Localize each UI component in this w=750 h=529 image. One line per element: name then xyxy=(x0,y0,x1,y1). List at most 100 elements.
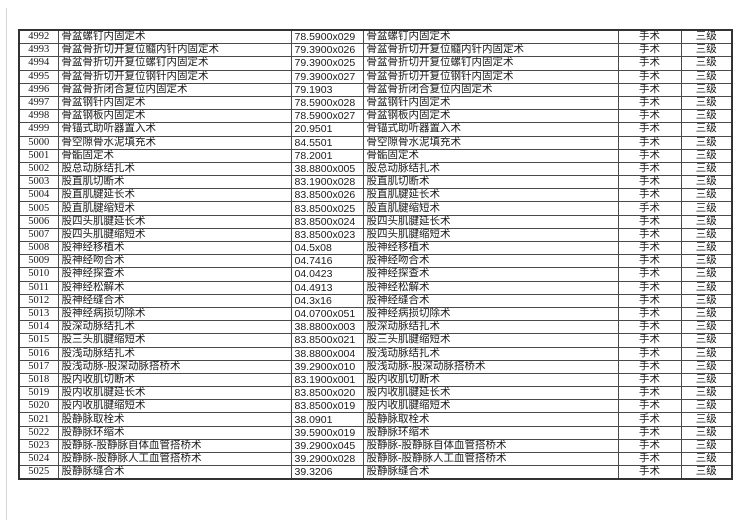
table-row: 5014 股深动脉结扎术 38.8800x003 股深动脉结扎术 手术 三级 xyxy=(18,320,733,335)
procedure-code: 79.3900x025 xyxy=(290,56,364,71)
row-sequence-number: 4995 xyxy=(18,69,59,84)
procedure-code: 83.8500x024 xyxy=(290,214,364,229)
procedure-code: 39.5900x019 xyxy=(290,425,364,440)
procedure-name-repeat: 股四头肌腱缩短术 xyxy=(362,227,619,243)
category-cell: 手术 xyxy=(617,109,682,124)
row-sequence-number: 5004 xyxy=(18,188,59,203)
procedure-code: 39.2900x028 xyxy=(290,451,364,467)
table-row: 5015 股三头肌腱缩短术 83.8500x021 股三头肌腱缩短术 手术 三级 xyxy=(18,333,733,348)
level-cell: 三级 xyxy=(680,109,733,124)
category-cell: 手术 xyxy=(617,122,682,137)
procedure-name: 股神经吻合术 xyxy=(57,254,292,269)
table-row: 4994 骨盆骨折切开复位螺钉内固定术 79.3900x025 骨盆骨折切开复位螺钉内… xyxy=(18,56,733,71)
row-sequence-number: 5023 xyxy=(18,438,59,454)
row-sequence-number: 5013 xyxy=(18,306,59,322)
category-cell: 手术 xyxy=(617,175,682,190)
procedure-name-repeat: 股神经缝合术 xyxy=(362,293,619,308)
procedure-code: 38.8800x003 xyxy=(290,320,364,335)
table-row: 5001 骨骺固定术 78.2001 骨骺固定术 手术 三级 xyxy=(18,148,733,163)
procedure-name-repeat: 骨盆螺钉内固定术 xyxy=(362,29,619,45)
procedure-code: 78.5900x029 xyxy=(290,29,364,45)
row-sequence-number: 5012 xyxy=(18,293,59,308)
procedure-name: 股神经病损切除术 xyxy=(57,306,292,322)
procedure-code: 78.5900x027 xyxy=(290,109,364,124)
row-sequence-number: 4998 xyxy=(18,109,59,124)
procedure-name: 股深动脉结扎术 xyxy=(57,320,292,335)
procedure-name: 股四头肌腱缩短术 xyxy=(57,227,292,243)
procedure-name-repeat: 股神经病损切除术 xyxy=(362,306,619,322)
row-sequence-number: 4992 xyxy=(18,29,59,45)
table-row: 5019 股内收肌腱延长术 83.8500x020 股内收肌腱延长术 手术 三级 xyxy=(18,386,733,401)
level-cell: 三级 xyxy=(680,359,733,374)
procedure-name: 骨锚式助听器置入术 xyxy=(57,122,292,137)
procedure-name: 骨盆螺钉内固定术 xyxy=(57,29,292,45)
category-cell: 手术 xyxy=(617,135,682,150)
category-cell: 手术 xyxy=(617,333,682,348)
category-cell: 手术 xyxy=(617,412,682,427)
procedure-name-repeat: 骨盆钢板内固定术 xyxy=(362,109,619,124)
table-row: 5007 股四头肌腱缩短术 83.8500x023 股四头肌腱缩短术 手术 三级 xyxy=(18,227,733,243)
row-sequence-number: 5020 xyxy=(18,399,59,414)
level-cell: 三级 xyxy=(680,227,733,243)
procedure-name: 股静脉取栓术 xyxy=(57,412,292,427)
category-cell: 手术 xyxy=(617,161,682,177)
row-sequence-number: 5016 xyxy=(18,346,59,361)
procedure-name: 股内收肌切断术 xyxy=(57,372,292,388)
procedure-code: 04.3x16 xyxy=(290,293,364,308)
category-cell: 手术 xyxy=(617,425,682,440)
procedure-code: 83.8500x026 xyxy=(290,188,364,203)
category-cell: 手术 xyxy=(617,465,682,480)
table-row: 5005 股直肌腱缩短术 83.8500x025 股直肌腱缩短术 手术 三级 xyxy=(18,201,733,216)
category-cell: 手术 xyxy=(617,306,682,322)
table-row: 5013 股神经病损切除术 04.0700x051 股神经病损切除术 手术 三级 xyxy=(18,306,733,322)
procedure-name: 股神经移植术 xyxy=(57,240,292,256)
level-cell: 三级 xyxy=(680,386,733,401)
row-sequence-number: 4993 xyxy=(18,43,59,58)
procedure-name: 股神经缝合术 xyxy=(57,293,292,308)
procedure-code: 79.3900x027 xyxy=(290,69,364,84)
table-row: 5004 股直肌腱延长术 83.8500x026 股直肌腱延长术 手术 三级 xyxy=(18,188,733,203)
category-cell: 手术 xyxy=(617,69,682,84)
procedure-name: 股静脉-股静脉人工血管搭桥术 xyxy=(57,451,292,467)
category-cell: 手术 xyxy=(617,438,682,454)
procedure-name: 股静脉缝合术 xyxy=(57,465,292,480)
category-cell: 手术 xyxy=(617,267,682,282)
category-cell: 手术 xyxy=(617,82,682,97)
procedure-code: 04.7416 xyxy=(290,254,364,269)
procedure-code: 79.1903 xyxy=(290,82,364,97)
row-sequence-number: 5024 xyxy=(18,451,59,467)
category-cell: 手术 xyxy=(617,372,682,388)
procedure-code: 83.8500x023 xyxy=(290,227,364,243)
table-row: 5010 股神经探查术 04.0423 股神经探查术 手术 三级 xyxy=(18,267,733,282)
procedure-name: 骨骺固定术 xyxy=(57,148,292,163)
row-sequence-number: 5025 xyxy=(18,465,59,480)
row-sequence-number: 5021 xyxy=(18,412,59,427)
table-row: 5002 股总动脉结扎术 38.8800x005 股总动脉结扎术 手术 三级 xyxy=(18,161,733,177)
procedure-name-repeat: 股深动脉结扎术 xyxy=(362,320,619,335)
procedure-name-repeat: 骨盆骨折切开复位钢针内固定术 xyxy=(362,69,619,84)
row-sequence-number: 4999 xyxy=(18,122,59,137)
level-cell: 三级 xyxy=(680,161,733,177)
row-sequence-number: 5018 xyxy=(18,372,59,388)
category-cell: 手术 xyxy=(617,399,682,414)
row-sequence-number: 5006 xyxy=(18,214,59,229)
category-cell: 手术 xyxy=(617,148,682,163)
table-row: 5008 股神经移植术 04.5x08 股神经移植术 手术 三级 xyxy=(18,240,733,256)
procedure-name-repeat: 股静脉-股静脉自体血管搭桥术 xyxy=(362,438,619,454)
category-cell: 手术 xyxy=(617,386,682,401)
procedure-code: 04.0700x051 xyxy=(290,306,364,322)
table-row: 5023 股静脉-股静脉自体血管搭桥术 39.2900x045 股静脉-股静脉自体血管… xyxy=(18,438,733,454)
level-cell: 三级 xyxy=(680,425,733,440)
table-row: 5011 股神经松解术 04.4913 股神经松解术 手术 三级 xyxy=(18,280,733,295)
procedure-name-repeat: 骨盆钢针内固定术 xyxy=(362,95,619,111)
procedure-name-repeat: 股静脉环缩术 xyxy=(362,425,619,440)
procedure-code: 38.8800x004 xyxy=(290,346,364,361)
procedure-name: 股静脉环缩术 xyxy=(57,425,292,440)
level-cell: 三级 xyxy=(680,56,733,71)
category-cell: 手术 xyxy=(617,43,682,58)
procedure-name-repeat: 骨空隙骨水泥填充术 xyxy=(362,135,619,150)
level-cell: 三级 xyxy=(680,372,733,388)
category-cell: 手术 xyxy=(617,451,682,467)
category-cell: 手术 xyxy=(617,240,682,256)
